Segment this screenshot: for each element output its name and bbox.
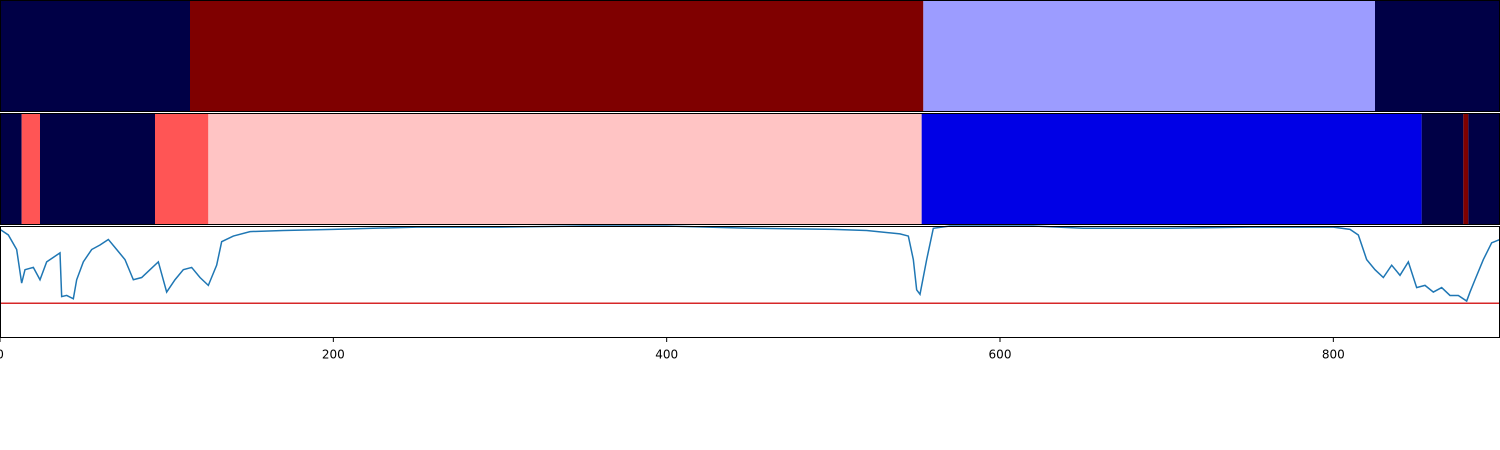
segment: [190, 0, 924, 112]
x-tick-label: 800: [1322, 348, 1345, 362]
segment: [1375, 0, 1500, 112]
segment: [0, 113, 22, 225]
segment: [1421, 113, 1464, 225]
segment: [208, 113, 922, 225]
x-tick-label: 600: [989, 348, 1012, 362]
segment: [1463, 113, 1469, 225]
series-line: [0, 225, 1500, 303]
segment: [923, 0, 1375, 112]
segment: [1468, 113, 1500, 225]
panel-frame: [0, 226, 1500, 338]
x-tick-label: 200: [322, 348, 345, 362]
segment: [921, 113, 1422, 225]
x-tick-label: 0: [0, 348, 4, 362]
segment: [40, 113, 155, 225]
segment: [21, 113, 40, 225]
x-tick-label: 400: [655, 348, 678, 362]
segment: [0, 0, 190, 112]
segment: [155, 113, 209, 225]
